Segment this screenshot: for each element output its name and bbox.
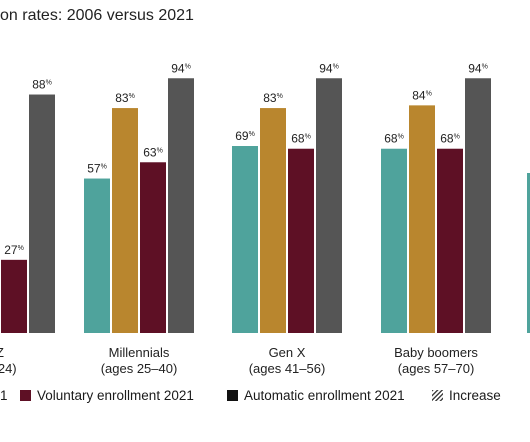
bar-partial-next-group [527,173,530,333]
data-label: 94% [468,61,488,75]
data-label: 84% [412,88,432,102]
legend-swatch [20,390,31,401]
data-label: 83% [115,91,135,105]
bar-millennials-4 [168,78,194,333]
data-label: 69% [235,129,255,143]
data-label: 57% [87,162,107,176]
category-label: Baby boomers [394,345,478,360]
category-age-label: (ages 57–70) [398,361,475,376]
category-label: Millennials [109,345,170,360]
data-label: 63% [143,145,163,159]
bar-baby-boomers-3 [437,148,463,333]
bar-gen-x-3 [288,148,314,333]
bar-z-3 [1,259,27,333]
bar-gen-x-4 [316,78,342,333]
bar-millennials-1 [84,178,110,333]
chart-title: on rates: 2006 versus 2021 [0,7,194,24]
bar-baby-boomers-2 [409,105,435,333]
category-label: Gen X [269,345,306,360]
bar-baby-boomers-1 [381,148,407,333]
category-label: Z [0,345,4,360]
bar-baby-boomers-4 [465,78,491,333]
bar-gen-x-1 [232,146,258,333]
legend-item-increase: Increase [432,388,501,403]
legend-item-automatic-2021: Automatic enrollment 2021 [227,388,405,403]
legend-label: Voluntary enrollment 2021 [37,388,194,403]
data-label: 94% [319,61,339,75]
hatch-icon [432,390,443,401]
category-age-label: (ages 41–56) [249,361,326,376]
legend-label: Increase [449,388,501,403]
data-label: 68% [384,132,404,146]
data-label: 88% [32,78,52,92]
bar-millennials-3 [140,162,166,333]
legend-swatch [227,390,238,401]
data-label: 83% [263,91,283,105]
legend-label: 1 [0,388,8,403]
legend-label: Automatic enrollment 2021 [244,388,405,403]
legend-item-voluntary-2021: Voluntary enrollment 2021 [20,388,194,403]
data-label: 27% [4,243,24,257]
legend-item-truncated: 1 [0,388,8,403]
category-age-label: 3–24) [0,361,17,376]
bar-gen-x-2 [260,108,286,333]
data-label: 68% [291,132,311,146]
data-label: 94% [171,61,191,75]
category-age-label: (ages 25–40) [101,361,178,376]
bar-millennials-2 [112,108,138,333]
data-label: 68% [440,132,460,146]
bar-z-4 [29,94,55,334]
